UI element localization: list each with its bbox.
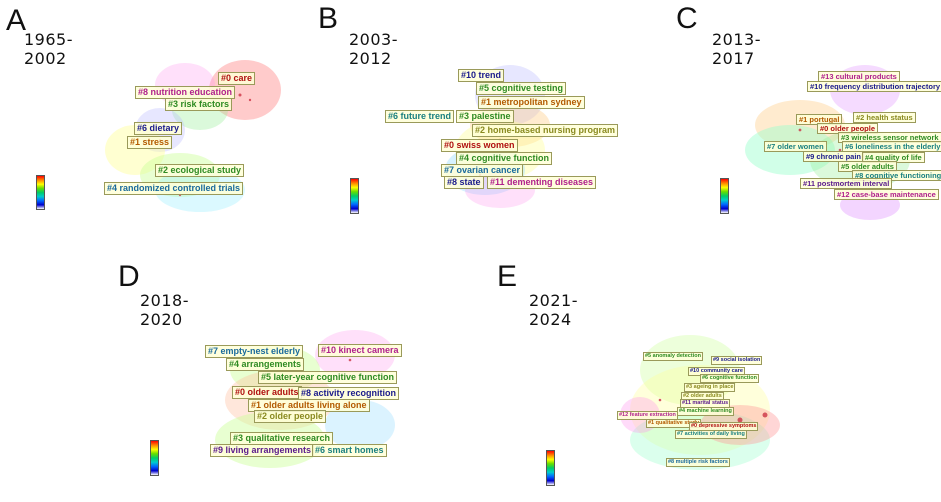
- cluster-label: #5 later-year cognitive function: [258, 371, 398, 385]
- cluster-label: #8 cognitive functioning: [852, 170, 941, 182]
- cluster-label: #6 future trend: [385, 110, 455, 124]
- cluster-label: #9 social isolation: [711, 356, 763, 365]
- period-title: 2021-2024: [529, 291, 578, 329]
- panel-letter: E: [497, 260, 518, 293]
- cluster-label: #10 trend: [458, 69, 505, 83]
- cluster-label: #2 ecological study: [155, 164, 245, 178]
- cluster-label: #9 living arrangements: [210, 444, 315, 458]
- color-scale-bar: [36, 175, 45, 210]
- cluster-label: #2 home-based nursing program: [472, 124, 619, 138]
- cluster-label: #3 palestine: [456, 110, 514, 124]
- cluster-label: #0 care: [218, 72, 256, 86]
- cluster-label: #6 dietary: [134, 122, 183, 136]
- cluster-label: #6 cognitive function: [700, 374, 760, 383]
- cluster-label: #3 ageing in place: [684, 383, 736, 392]
- cluster-label: #3 risk factors: [165, 98, 233, 112]
- cluster-label: #5 cognitive testing: [476, 82, 567, 96]
- cluster-label: #8 state: [444, 176, 484, 190]
- cluster-label: #5 anomaly detection: [643, 352, 703, 361]
- panel-letter: C: [676, 2, 698, 35]
- panel-letter: A: [6, 4, 27, 37]
- cluster-label: #1 metropolitan sydney: [478, 96, 585, 110]
- cluster-label: #0 swiss women: [441, 139, 518, 153]
- panel-letter: B: [318, 2, 339, 35]
- cluster-label: #6 loneliness in the elderly: [842, 141, 941, 153]
- period-title: 2013-2017: [712, 30, 761, 68]
- cluster-label: #10 frequency distribution trajectory: [807, 81, 941, 93]
- cluster-label: #0 older adults: [232, 386, 302, 400]
- color-scale-bar: [546, 450, 555, 486]
- cluster-label: #1 stress: [127, 136, 173, 150]
- cluster-label: #10 kinect camera: [318, 344, 402, 358]
- period-title: 2018-2020: [140, 291, 189, 329]
- color-scale-bar: [720, 178, 729, 214]
- cluster-label: #12 case-base maintenance: [834, 189, 939, 201]
- cluster-label: #11 postmortem interval: [800, 178, 893, 190]
- cluster-label: #8 multiple risk factors: [666, 458, 730, 467]
- cluster-label: #2 older people: [254, 410, 327, 424]
- cluster-label: #6 smart homes: [312, 444, 387, 458]
- color-scale-bar: [350, 178, 359, 214]
- cluster-label: #7 older women: [764, 141, 827, 153]
- cluster-label: #7 empty-nest elderly: [205, 345, 304, 359]
- cluster-label: #4 machine learning: [677, 407, 734, 416]
- cluster-label: #4 randomized controlled trials: [104, 182, 244, 196]
- color-scale-bar: [150, 440, 159, 476]
- panel-letter: D: [118, 260, 140, 293]
- period-title: 2003-2012: [349, 30, 398, 68]
- cluster-label: #2 health status: [853, 112, 916, 124]
- cluster-label: #4 arrangements: [226, 358, 305, 372]
- cluster-label: #7 activities of daily living: [675, 430, 747, 439]
- cluster-label: #11 dementing diseases: [487, 176, 597, 190]
- period-title: 1965-2002: [24, 30, 73, 68]
